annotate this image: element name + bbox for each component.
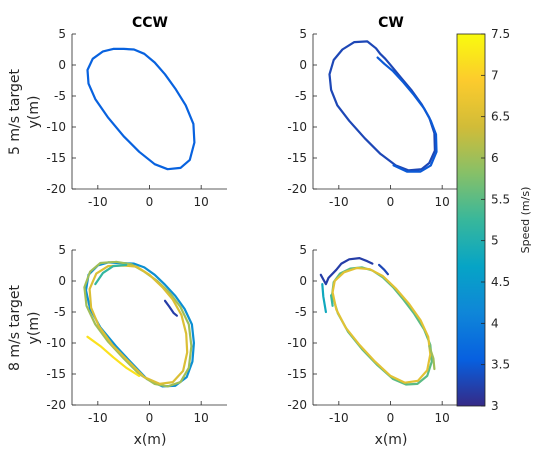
x-tick-label: 0 <box>387 195 395 209</box>
y-tick-label: -10 <box>287 120 307 134</box>
y-tick-label: 5 <box>58 27 66 41</box>
colorbar-tick-label: 3 <box>491 399 499 413</box>
y-tick-label: 0 <box>58 274 66 288</box>
y-tick-label: -15 <box>46 367 66 381</box>
colorbar-gradient <box>456 33 486 407</box>
panel-1-1: 5 0 -5 -10 -15 -20 -10 0 10 <box>46 27 227 209</box>
x-tick-label: -10 <box>329 195 349 209</box>
trajectory-line <box>94 263 128 286</box>
y-tick-label: -15 <box>287 367 307 381</box>
y-tick-label: 0 <box>58 58 66 72</box>
trajectory-line <box>88 264 189 385</box>
colorbar-ticks: 3 3.5 4 4.5 5 5.5 6 6.5 7 7.5 <box>481 27 510 413</box>
y-tick-label: 5 <box>299 243 307 257</box>
column-title-cw: CW <box>378 15 404 31</box>
x-tick-label: -10 <box>329 411 349 425</box>
panel-2-2: 5 0 -5 -10 -15 -20 -10 0 10 <box>287 243 468 425</box>
y-tick-label: -15 <box>287 151 307 165</box>
y-tick-label: 0 <box>299 274 307 288</box>
trajectory-line <box>83 260 193 388</box>
trajectory-line <box>86 47 196 171</box>
colorbar-tick-label: 5 <box>491 234 499 248</box>
colorbar: 3 3.5 4 4.5 5 5.5 6 6.5 7 7.5 Speed (m/s) <box>456 27 532 413</box>
x-axis-label-cw: x(m) <box>375 432 408 448</box>
colorbar-tick-label: 7.5 <box>491 27 510 41</box>
x-tick-label: 0 <box>387 411 395 425</box>
trajectory-line <box>163 299 178 317</box>
y-tick-label: -10 <box>46 336 66 350</box>
y-tick-label: -20 <box>287 182 307 196</box>
row-label-8ms: 8 m/s target <box>7 284 23 371</box>
row-label-8ms-ylabel: y(m) <box>26 312 42 345</box>
colorbar-tick-label: 7 <box>491 68 499 82</box>
x-tick-label: 10 <box>194 411 209 425</box>
trajectory-line <box>321 283 327 314</box>
y-tick-label: 5 <box>299 27 307 41</box>
x-axis-label-ccw: x(m) <box>134 432 167 448</box>
y-tick-label: -5 <box>54 89 66 103</box>
y-tick-label: -20 <box>287 398 307 412</box>
trajectory-line <box>86 335 141 377</box>
trajectory-line <box>378 263 389 276</box>
y-tick-label: -5 <box>54 305 66 319</box>
trajectory-line <box>84 261 195 388</box>
x-tick-label: -10 <box>88 195 108 209</box>
colorbar-tick-label: 4.5 <box>491 275 510 289</box>
x-tick-label: 0 <box>146 195 154 209</box>
x-tick-label: 10 <box>194 195 209 209</box>
trajectory-line <box>319 257 374 286</box>
y-tick-label: -10 <box>46 120 66 134</box>
colorbar-label: Speed (m/s) <box>519 187 532 254</box>
x-tick-label: 10 <box>435 411 450 425</box>
panel-2-1: 5 0 -5 -10 -15 -20 -10 0 10 <box>46 243 227 425</box>
y-tick-label: 0 <box>299 58 307 72</box>
colorbar-tick-label: 6.5 <box>491 110 510 124</box>
y-tick-label: -5 <box>295 305 307 319</box>
trajectory-line <box>376 56 438 173</box>
trajectory-line <box>331 266 432 384</box>
trajectory-line <box>428 345 436 371</box>
x-tick-label: 0 <box>146 411 154 425</box>
colorbar-tick-label: 6 <box>491 151 499 165</box>
y-tick-label: -15 <box>46 151 66 165</box>
panel-1-2: 5 0 -5 -10 -15 -20 -10 0 10 <box>287 27 468 209</box>
y-tick-label: -10 <box>287 336 307 350</box>
y-tick-label: 5 <box>58 243 66 257</box>
colorbar-tick-label: 5.5 <box>491 192 510 206</box>
y-tick-label: -5 <box>295 89 307 103</box>
x-tick-label: -10 <box>88 411 108 425</box>
panels: 5 0 -5 -10 -15 -20 -10 0 10 5 0 -5 -10 -15 -20 -10 0 10 5 0… <box>46 27 468 425</box>
y-tick-label: -20 <box>46 182 66 196</box>
trajectory-line <box>330 294 334 307</box>
colorbar-tick-label: 3.5 <box>491 358 510 372</box>
row-label-5ms: 5 m/s target <box>7 68 23 155</box>
column-title-ccw: CCW <box>132 15 168 31</box>
row-label-5ms-ylabel: y(m) <box>26 96 42 129</box>
colorbar-tick-label: 4 <box>491 316 499 330</box>
x-tick-label: 10 <box>435 195 450 209</box>
y-tick-label: -20 <box>46 398 66 412</box>
